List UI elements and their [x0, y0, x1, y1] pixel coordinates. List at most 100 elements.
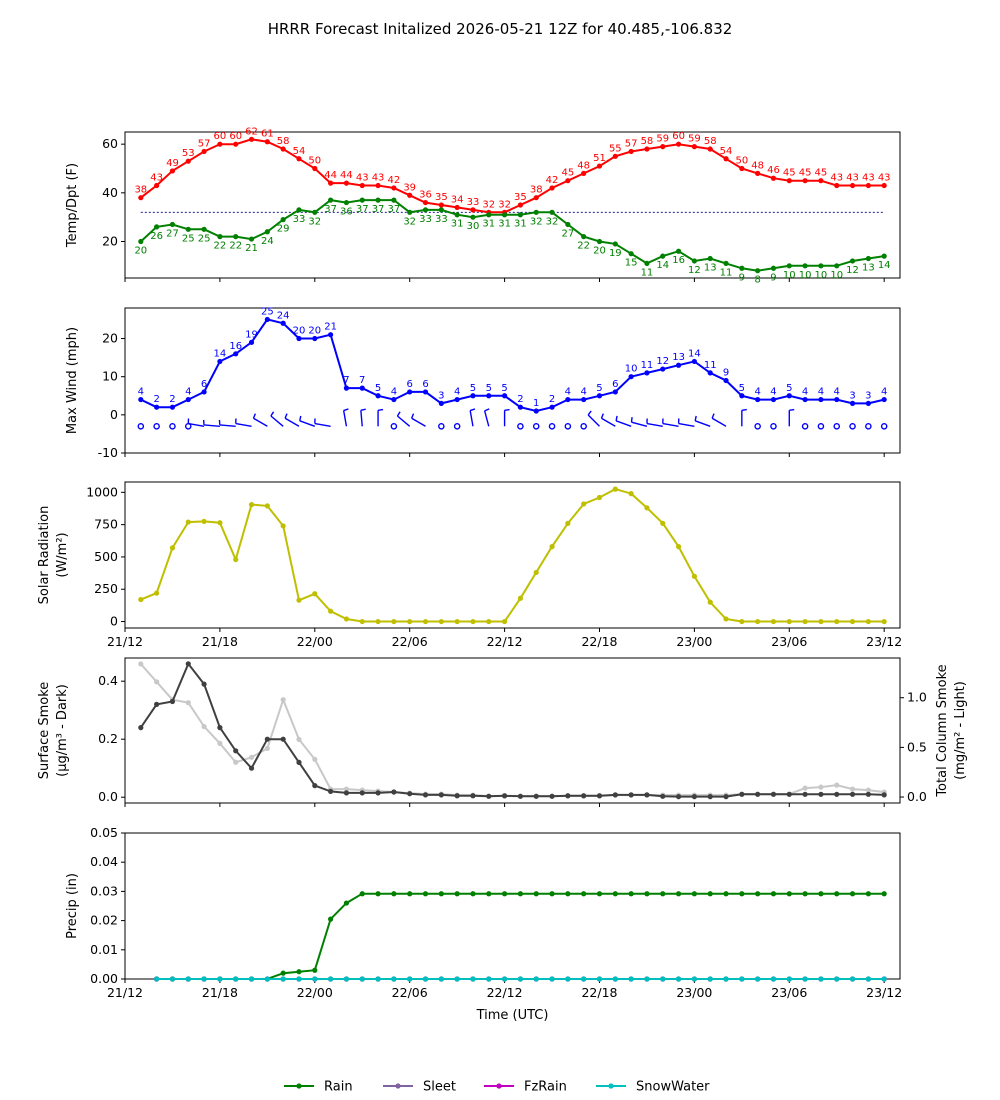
data-label-wind: 1 [533, 398, 539, 409]
data-point-temp [391, 185, 397, 191]
data-point-rain [549, 891, 555, 897]
data-point-wind [312, 335, 318, 342]
data-point-smoke_surface [755, 791, 761, 797]
data-point-solar [454, 618, 460, 625]
data-point-smoke_column [280, 697, 286, 703]
data-label-wind: 4 [818, 387, 824, 398]
x-tick-label: 22/18 [581, 634, 617, 649]
wind-barb [646, 422, 663, 427]
data-point-solar [375, 618, 381, 625]
data-point-snowwater [169, 976, 176, 982]
data-point-rain [517, 891, 524, 897]
data-label-temp: 45 [815, 168, 828, 179]
data-point-rain [723, 891, 729, 897]
y-tick-label: 10 [102, 369, 118, 384]
data-point-temp [565, 178, 571, 184]
data-point-dewpoint [628, 251, 634, 257]
y-tick-label: 20 [102, 331, 118, 346]
data-label-dewpoint: 22 [577, 241, 590, 252]
y-right-axis-label-units: (mg/m² - Light) [953, 681, 968, 780]
wind-barb [235, 422, 252, 427]
x-tick-label: 22/18 [581, 985, 617, 1000]
data-label-wind: 7 [343, 375, 349, 386]
data-label-dewpoint: 10 [830, 270, 843, 281]
data-point-rain [834, 891, 840, 897]
data-point-dewpoint [248, 236, 255, 242]
x-tick-label: 22/12 [487, 985, 523, 1000]
data-point-solar [169, 545, 176, 551]
data-point-temp [549, 185, 555, 191]
data-point-smoke_surface [691, 794, 697, 800]
panel-5: 0.00 0.01 0.02 0.03 0.04 0.05 21/12 21/18 22/00 2… [65, 825, 902, 1023]
data-point-smoke_column [296, 736, 302, 743]
data-point-solar [723, 616, 729, 622]
data-label-dewpoint: 14 [656, 260, 669, 271]
data-point-snowwater [802, 976, 808, 982]
legend-label-fzrain: FzRain [524, 1080, 567, 1095]
data-point-rain [786, 891, 792, 897]
data-label-wind: 6 [422, 379, 428, 390]
data-point-rain [596, 891, 603, 897]
y-right-tick-label: 1.0 [907, 690, 927, 705]
data-label-wind: 20 [293, 326, 306, 337]
data-label-dewpoint: 12 [688, 265, 701, 276]
wind-barb [360, 410, 363, 427]
data-label-dewpoint: 13 [862, 263, 875, 274]
data-label-wind: 4 [834, 387, 840, 398]
data-label-wind: 6 [407, 379, 413, 390]
data-point-rain [359, 891, 365, 897]
data-point-solar [565, 520, 571, 526]
wind-barb [678, 422, 695, 427]
data-label-temp: 42 [388, 175, 401, 186]
data-point-solar [660, 520, 666, 526]
data-label-dewpoint: 32 [530, 216, 543, 227]
data-point-temp [343, 180, 350, 186]
data-point-smoke_column [185, 700, 191, 706]
data-point-smoke_surface [707, 794, 713, 800]
data-label-wind: 6 [612, 379, 618, 390]
data-label-dewpoint: 16 [672, 255, 685, 266]
data-point-rain [849, 891, 856, 897]
data-point-solar [185, 519, 191, 525]
data-point-snowwater [596, 976, 603, 982]
data-label-dewpoint: 11 [720, 267, 733, 278]
data-point-solar [486, 618, 492, 625]
data-point-smoke_surface [454, 793, 460, 799]
data-label-wind: 4 [802, 387, 808, 398]
data-point-snowwater [533, 976, 539, 982]
series-line-rain [156, 892, 885, 980]
data-point-smoke_surface [865, 791, 871, 797]
data-point-smoke_column [201, 723, 207, 730]
data-point-wind [248, 339, 255, 345]
data-label-wind: 4 [881, 387, 887, 398]
y-tick-label: 60 [102, 136, 118, 151]
y-tick-label: -10 [98, 445, 118, 460]
data-point-rain [802, 891, 808, 897]
y-tick-label: 750 [94, 517, 118, 532]
data-point-solar [217, 520, 223, 526]
data-point-wind [264, 316, 270, 323]
wind-barb-flag [469, 408, 476, 412]
data-point-temp [233, 141, 239, 147]
data-label-temp: 32 [482, 199, 495, 210]
data-label-temp: 59 [656, 134, 669, 145]
data-point-snowwater [248, 976, 255, 982]
data-label-wind: 11 [704, 360, 717, 371]
data-label-dewpoint: 33 [419, 214, 432, 225]
series-line-temp [140, 138, 885, 214]
data-point-smoke_column [248, 754, 255, 760]
data-point-wind [359, 385, 365, 391]
data-point-smoke_surface [438, 792, 444, 798]
data-point-solar [770, 618, 777, 625]
data-label-wind: 13 [672, 352, 685, 363]
data-point-wind [422, 389, 429, 395]
data-point-smoke_column [818, 784, 824, 790]
data-point-solar [296, 597, 302, 603]
data-label-wind: 19 [245, 329, 258, 340]
legend-label-snowwater: SnowWater [636, 1080, 710, 1095]
data-point-temp [201, 148, 207, 155]
data-point-solar [581, 501, 587, 507]
data-point-smoke_column [802, 785, 808, 791]
